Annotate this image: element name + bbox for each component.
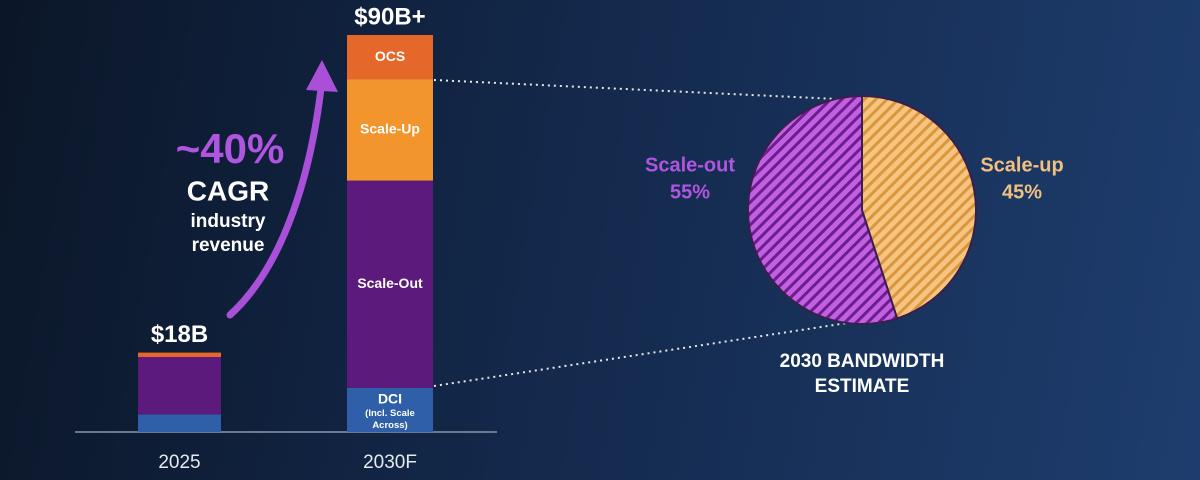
- segment-label: Scale-Out: [357, 275, 423, 291]
- pie-slice: [747, 94, 899, 325]
- segment-note: (Incl. Scale Across): [365, 407, 415, 431]
- segment-label: Scale-Up: [360, 121, 420, 137]
- slice-label: Scale-out: [645, 154, 735, 176]
- bar-segment: [138, 357, 221, 415]
- bar-segment: [347, 180, 433, 388]
- total-label: $18B: [151, 321, 208, 348]
- pie-slice: [861, 94, 977, 320]
- slice-value: 45%: [1002, 181, 1042, 203]
- connector: [433, 79, 859, 101]
- slice-value: 55%: [670, 181, 710, 203]
- arrow-head: [306, 60, 338, 92]
- pie-title: 2030 BANDWIDTH ESTIMATE: [779, 351, 945, 397]
- x-tick-label: 2030F: [363, 452, 417, 473]
- total-label: $90B+: [354, 3, 425, 30]
- bar-segment: [138, 352, 221, 358]
- cagr-title: CAGR: [187, 175, 269, 206]
- segment-label: OCS: [375, 48, 405, 64]
- cagr-text: industry revenue: [190, 211, 266, 256]
- segment-label: DCI: [378, 391, 402, 407]
- slice-label: Scale-up: [980, 154, 1063, 176]
- bar-segment: [347, 79, 433, 181]
- x-tick-label: 2025: [158, 452, 200, 473]
- bar-segment: [347, 35, 433, 80]
- growth-arrow: [226, 76, 326, 319]
- cagr-value: ~40%: [176, 125, 285, 172]
- bar-segment: [138, 414, 221, 432]
- bar-segment: [347, 387, 433, 432]
